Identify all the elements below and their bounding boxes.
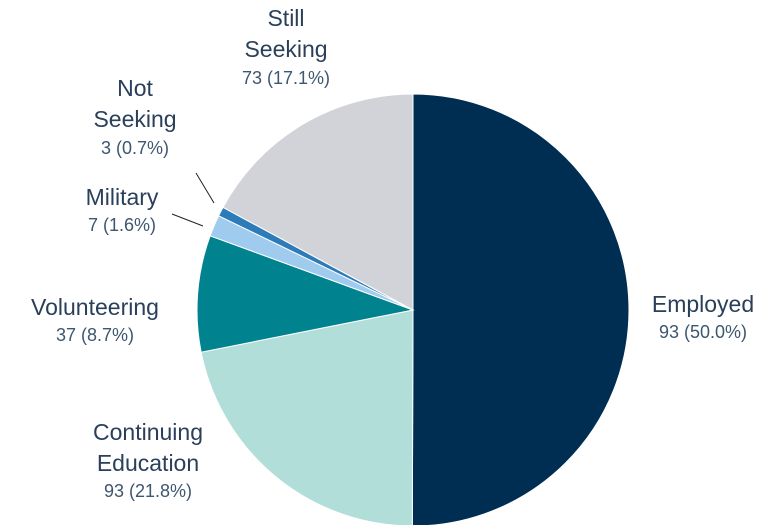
slice-label: Military — [86, 184, 159, 210]
slice-label: Not Seeking — [93, 75, 176, 132]
slice-label: Volunteering — [31, 294, 159, 320]
pie-slice — [196, 235, 415, 353]
pie-slice — [411, 93, 630, 525]
leader-line — [171, 213, 204, 227]
slice-label: Employed — [652, 291, 754, 317]
slice-label: Still Seeking — [244, 5, 327, 62]
value-label: 37 (8.7%) — [56, 325, 134, 345]
pie-slice — [200, 309, 414, 525]
value-label: 93 (21.8%) — [104, 481, 192, 501]
slice-label: Continuing Education — [93, 419, 203, 476]
value-label: 3 (0.7%) — [101, 138, 169, 158]
value-label: 73 (17.1%) — [242, 68, 330, 88]
pie-slice — [222, 93, 414, 311]
leader-line — [195, 172, 215, 204]
value-label: 93 (50.0%) — [659, 322, 747, 342]
value-label: 7 (1.6%) — [88, 215, 156, 235]
